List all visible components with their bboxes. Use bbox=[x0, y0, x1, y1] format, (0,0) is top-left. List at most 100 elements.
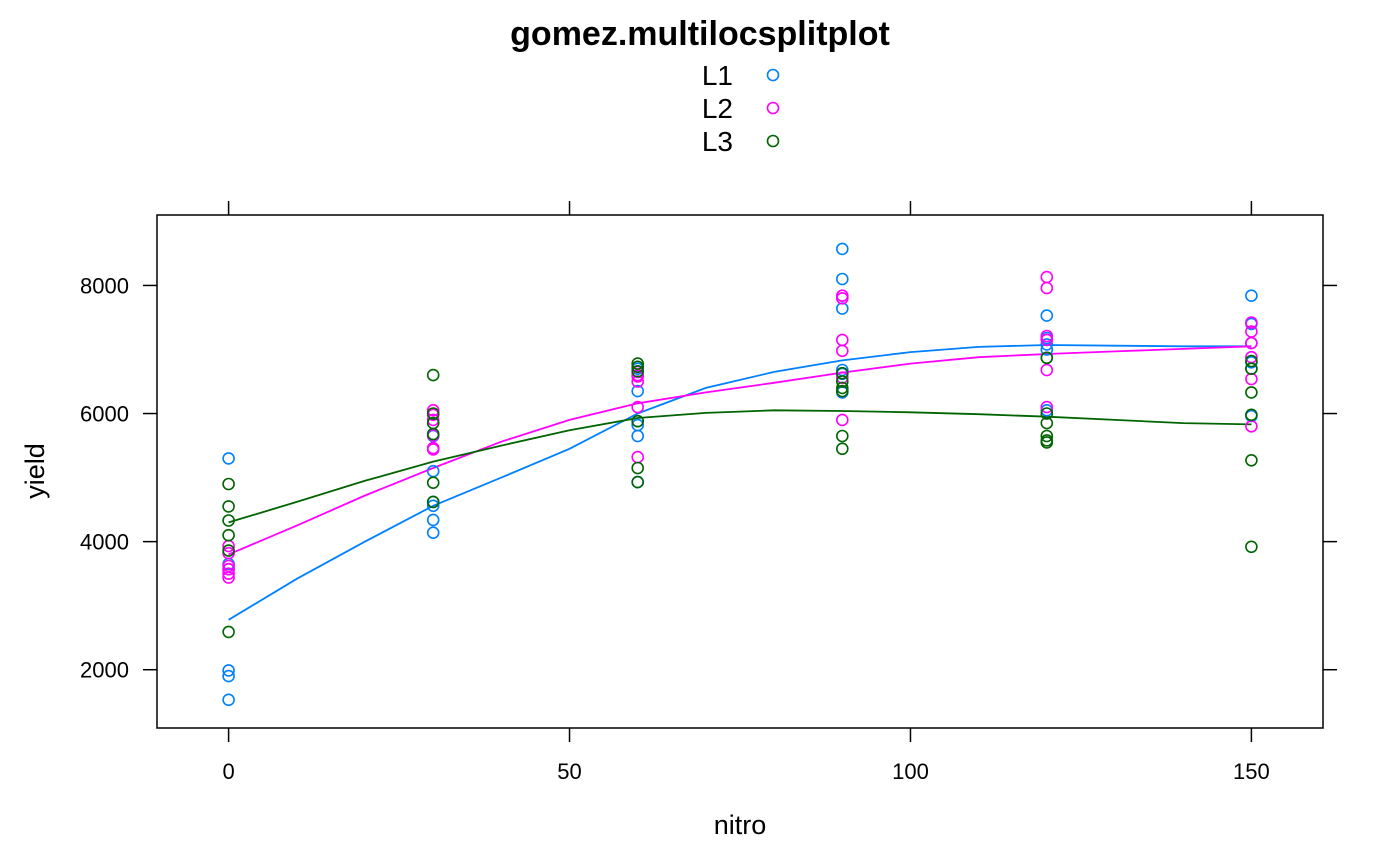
point-l3 bbox=[1040, 407, 1054, 420]
point-l3 bbox=[222, 528, 235, 542]
x-tick-label: 100 bbox=[892, 759, 929, 784]
point-l3 bbox=[426, 407, 440, 420]
point-l3 bbox=[631, 360, 645, 374]
point-l3 bbox=[835, 384, 849, 398]
point-l3 bbox=[631, 414, 645, 428]
point-l2 bbox=[1040, 333, 1054, 347]
point-l3 bbox=[1245, 386, 1258, 399]
point-l3 bbox=[835, 429, 849, 443]
point-l3 bbox=[426, 476, 440, 490]
point-l2 bbox=[1245, 336, 1258, 350]
point-l3 bbox=[426, 368, 440, 382]
legend-label-l1: L1 bbox=[702, 60, 733, 91]
smooth-line-l1 bbox=[228, 344, 1252, 621]
legend-label-l3: L3 bbox=[702, 126, 733, 157]
x-tick-label: 50 bbox=[557, 759, 581, 784]
point-l2 bbox=[1040, 329, 1054, 343]
x-tick-label: 150 bbox=[1233, 759, 1270, 784]
point-l2 bbox=[835, 413, 849, 427]
plot-frame bbox=[156, 214, 1324, 729]
point-l3 bbox=[1040, 429, 1054, 443]
y-tick-label: 6000 bbox=[80, 402, 129, 427]
smooth-lines bbox=[228, 344, 1252, 621]
point-l1 bbox=[222, 693, 235, 707]
point-l3 bbox=[426, 495, 440, 509]
point-l3 bbox=[835, 366, 849, 380]
point-l1 bbox=[222, 664, 235, 677]
chart-title: gomez.multilocsplitplot bbox=[510, 15, 890, 53]
point-l1 bbox=[426, 526, 440, 540]
point-l3 bbox=[631, 364, 645, 378]
point-l3 bbox=[1245, 354, 1258, 368]
axis-ticks: 0 50 100 150 2000 4000 6000 8000 bbox=[80, 201, 1337, 784]
point-l3 bbox=[222, 544, 235, 557]
point-l3 bbox=[1040, 416, 1054, 430]
point-l1 bbox=[426, 513, 440, 527]
point-l2 bbox=[631, 370, 645, 383]
point-l2 bbox=[426, 443, 440, 456]
point-l1 bbox=[631, 429, 645, 443]
point-l3 bbox=[1245, 453, 1258, 467]
point-l3 bbox=[1040, 351, 1054, 365]
y-axis-label: yield bbox=[20, 443, 50, 499]
point-l2 bbox=[631, 450, 645, 464]
point-l2 bbox=[426, 413, 440, 427]
point-l2 bbox=[835, 371, 849, 385]
legend-marker-l2 bbox=[766, 101, 780, 115]
y-tick-label: 8000 bbox=[80, 273, 129, 298]
point-l3 bbox=[1245, 362, 1258, 376]
point-l3 bbox=[1245, 540, 1258, 554]
point-l1 bbox=[1040, 343, 1054, 356]
point-l3 bbox=[631, 475, 645, 489]
x-tick-label: 0 bbox=[222, 759, 234, 784]
y-tick-label: 4000 bbox=[80, 530, 129, 555]
point-l3 bbox=[835, 381, 849, 395]
point-l3 bbox=[835, 442, 849, 456]
point-l2 bbox=[222, 567, 235, 581]
legend-label-l2: L2 bbox=[702, 93, 733, 124]
point-l2 bbox=[426, 403, 440, 417]
point-l3 bbox=[631, 357, 645, 370]
point-l2 bbox=[835, 344, 849, 358]
point-l1 bbox=[835, 242, 849, 256]
point-l2 bbox=[835, 333, 849, 347]
point-l2 bbox=[1245, 372, 1258, 386]
point-l1 bbox=[1245, 289, 1258, 303]
point-l1 bbox=[426, 499, 440, 513]
point-l3 bbox=[222, 514, 235, 527]
point-l3 bbox=[835, 375, 849, 388]
point-l1 bbox=[835, 302, 849, 315]
point-l3 bbox=[222, 477, 235, 491]
point-l2 bbox=[1040, 363, 1054, 377]
point-l1 bbox=[222, 452, 235, 465]
legend-marker-l1 bbox=[766, 68, 780, 82]
point-l1 bbox=[1040, 403, 1054, 417]
point-l1 bbox=[835, 272, 849, 286]
smooth-line-l3 bbox=[228, 409, 1252, 524]
point-l3 bbox=[1040, 436, 1054, 449]
point-l1 bbox=[631, 418, 645, 432]
point-l1 bbox=[631, 384, 645, 398]
point-l3 bbox=[426, 427, 440, 441]
point-l2 bbox=[835, 289, 849, 303]
legend-marker-l3 bbox=[766, 134, 780, 148]
x-axis-label: nitro bbox=[714, 810, 767, 840]
point-l2 bbox=[222, 571, 235, 584]
y-tick-label: 2000 bbox=[80, 658, 129, 683]
point-l2 bbox=[835, 291, 849, 305]
point-l1 bbox=[1040, 309, 1054, 322]
point-l2 bbox=[1040, 400, 1054, 414]
smooth-line-l2 bbox=[228, 345, 1252, 556]
point-l2 bbox=[1040, 281, 1054, 295]
point-l1 bbox=[222, 669, 235, 683]
point-l3 bbox=[222, 625, 235, 639]
data-points bbox=[222, 242, 1258, 707]
point-l2 bbox=[1245, 316, 1258, 329]
point-l3 bbox=[1245, 408, 1258, 422]
point-l1 bbox=[1040, 338, 1054, 351]
point-l3 bbox=[631, 461, 645, 475]
point-l2 bbox=[222, 562, 235, 576]
point-l2 bbox=[631, 400, 645, 414]
